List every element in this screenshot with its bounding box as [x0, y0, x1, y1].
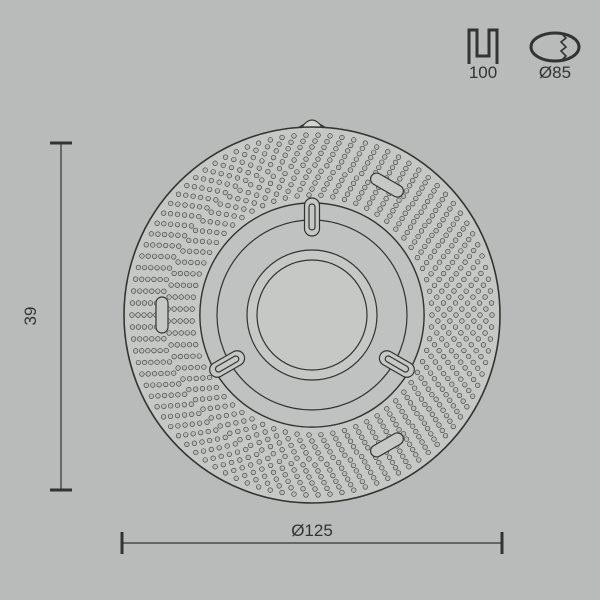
mounting-slot — [156, 297, 168, 333]
dim-horizontal-label: Ø125 — [291, 521, 333, 540]
cutout-icon-label: Ø85 — [539, 63, 571, 82]
height-icon-label: 100 — [469, 63, 497, 82]
dim-vertical-label: 39 — [21, 307, 40, 326]
technical-drawing: 100 Ø85 39 Ø125 — [0, 0, 600, 600]
